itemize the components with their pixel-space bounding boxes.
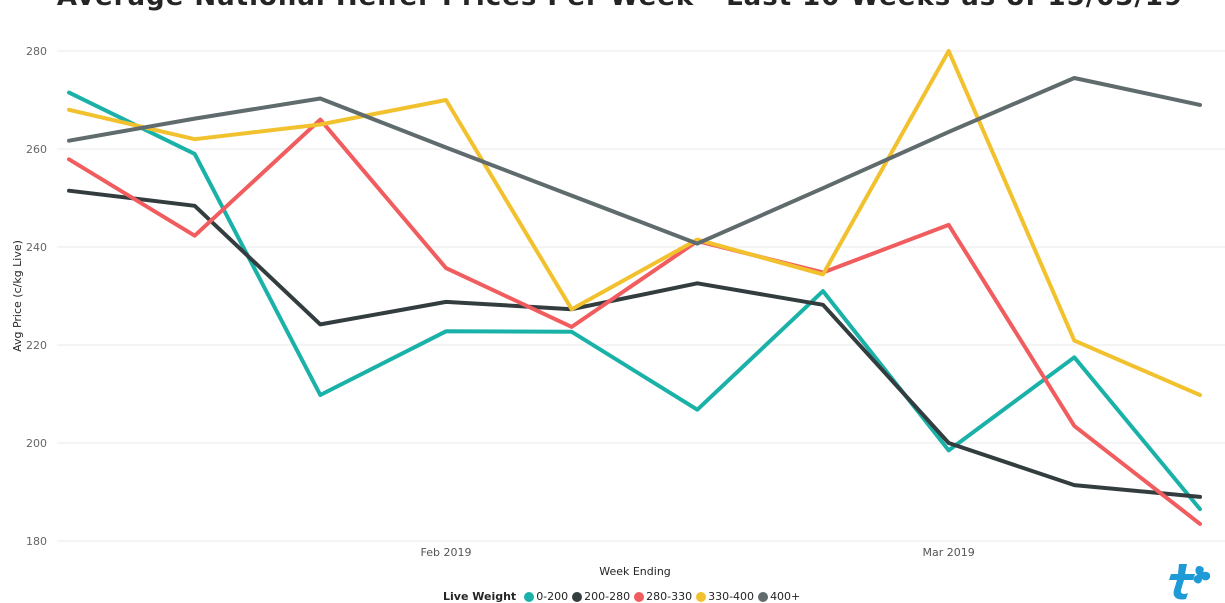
legend-marker-icon [696, 591, 707, 602]
x-axis-label: Week Ending [599, 565, 671, 578]
x-tick-label: Mar 2019 [923, 546, 975, 559]
legend-label: 400+ [770, 590, 801, 603]
gridlines [57, 50, 1225, 542]
legend-marker-icon [572, 591, 583, 602]
y-axis-ticks: 180 200 220 240 260 280 [26, 45, 47, 548]
legend-marker-icon [524, 591, 535, 602]
series-line-330-400[interactable] [67, 49, 1202, 397]
legend-label: 280-330 [646, 590, 693, 603]
y-tick-label: 240 [26, 241, 47, 254]
legend-item[interactable]: 200-280 [572, 590, 630, 603]
legend-label: 330-400 [708, 590, 755, 603]
y-tick-label: 260 [26, 143, 47, 156]
legend-title: Live Weight [443, 590, 517, 603]
x-axis-ticks: Feb 2019 Mar 2019 [421, 546, 975, 559]
legend: Live Weight 0-200 200-280 280-330 330-400 40… [443, 590, 804, 603]
legend-label: 200-280 [584, 590, 631, 603]
legend-item[interactable]: 400+ [758, 590, 800, 603]
series-line-400+[interactable] [67, 76, 1202, 246]
y-tick-label: 180 [26, 535, 47, 548]
legend-marker-icon [758, 591, 769, 602]
legend-marker-icon [634, 591, 645, 602]
y-tick-label: 200 [26, 437, 47, 450]
y-tick-label: 280 [26, 45, 47, 58]
chart-title: Average National Heifer Prices Per Week … [0, 0, 1225, 12]
legend-item[interactable]: 280-330 [634, 590, 692, 603]
legend-item[interactable]: 0-200 [524, 590, 568, 603]
series-line-280-330[interactable] [67, 117, 1202, 526]
y-tick-label: 220 [26, 339, 47, 352]
series-line-200-280[interactable] [67, 188, 1202, 499]
series-line-0-200[interactable] [67, 90, 1202, 512]
legend-items: 0-200 200-280 280-330 330-400 400+ [524, 590, 804, 603]
legend-label: 0-200 [536, 590, 569, 603]
series-lines [67, 49, 1202, 526]
x-tick-label: Feb 2019 [421, 546, 472, 559]
y-axis-label: Avg Price (c/kg Live) [11, 240, 24, 352]
legend-item[interactable]: 330-400 [696, 590, 754, 603]
brand-logo-icon [1169, 564, 1211, 600]
